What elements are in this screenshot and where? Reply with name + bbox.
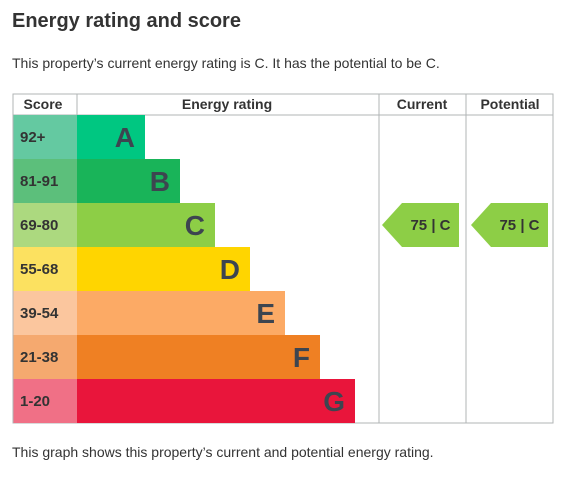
score-label: 21-38 [20,349,58,366]
score-cell-d [13,247,77,291]
score-label: 55-68 [20,261,58,278]
band-bar-d [77,247,250,291]
score-cell-b [13,159,77,203]
page-title: Energy rating and score [12,10,241,32]
current-column-header: Current [397,96,448,112]
band-bar-b [77,159,180,203]
band-bar-g [77,379,355,423]
score-label: 81-91 [20,173,58,190]
band-bar-a [77,115,145,159]
band-letter: B [150,166,170,197]
band-letter: D [220,254,240,285]
score-label: 92+ [20,129,46,146]
rating-indicators: 75 | C 75 | C [382,203,548,247]
rating-bands: 92+ A 81-91 B 69-80 C 55-68 D 39-54 E 21-38 F 1-20 G [13,115,355,423]
potential-rating-label: 75 | C [499,217,539,234]
column-headers: Score Energy rating Current Potential [24,96,540,112]
score-label: 69-80 [20,217,58,234]
potential-arrow [471,203,548,247]
score-cell-a [13,115,77,159]
rating-column-header: Energy rating [182,96,272,112]
score-column-header: Score [24,96,63,112]
band-letter: C [185,210,205,241]
chart-caption: This graph shows this property’s current… [12,444,434,460]
band-letter: G [323,386,345,417]
score-label: 1-20 [20,393,50,410]
current-arrow [382,203,459,247]
band-letter: A [115,122,135,153]
score-cell-g [13,379,77,423]
rating-summary-text: This property’s current energy rating is… [12,55,440,71]
band-letter: F [293,342,310,373]
score-cell-e [13,291,77,335]
band-bar-f [77,335,320,379]
score-cell-f [13,335,77,379]
potential-column-header: Potential [480,96,539,112]
band-bar-c [77,203,215,247]
score-cell-c [13,203,77,247]
current-rating-label: 75 | C [410,217,450,234]
band-bar-e [77,291,285,335]
score-label: 39-54 [20,305,59,322]
band-letter: E [256,298,275,329]
